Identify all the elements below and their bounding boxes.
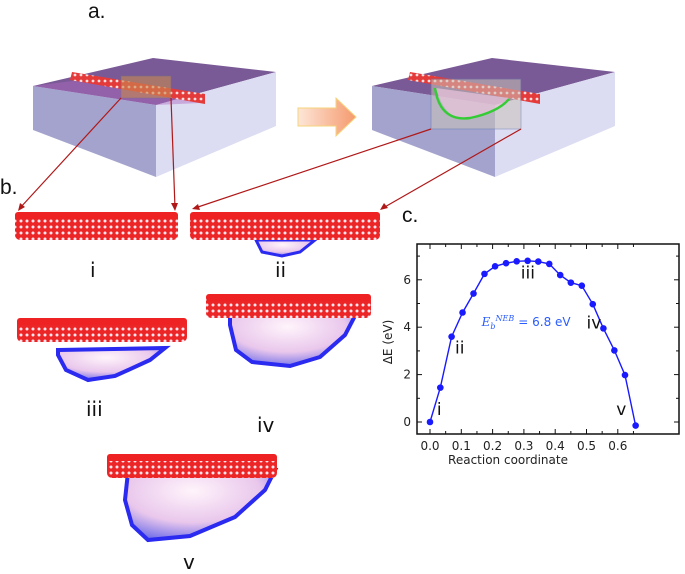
svg-text:i: i (437, 400, 442, 420)
slab-initial (33, 58, 276, 177)
snapshot-iii (17, 318, 187, 383)
right-arrow-icon (297, 96, 357, 138)
svg-text:0.3: 0.3 (514, 439, 533, 453)
energy-curve (429, 260, 637, 426)
svg-text:iii: iii (521, 264, 535, 284)
growth-front-curve (433, 87, 510, 120)
snapshot-i (15, 212, 178, 240)
svg-text:6: 6 (403, 273, 411, 287)
plot-frame (416, 243, 680, 435)
axis-ticks (417, 244, 679, 434)
snapshot-v (107, 454, 279, 543)
snapshot-label-iii: iii (86, 397, 103, 421)
svg-text:0.6: 0.6 (608, 439, 627, 453)
svg-text:EbNEB= 6.8 eV: EbNEB = 6.8 eV (481, 314, 572, 331)
snapshot-label-v: v (183, 550, 195, 574)
panel-a-schematic (18, 58, 615, 211)
snapshot-label-ii: ii (275, 258, 287, 282)
svg-text:0.1: 0.1 (452, 439, 471, 453)
slab-nucleated (372, 58, 615, 177)
panel-label-c: c. (402, 204, 419, 227)
svg-text:ii: ii (455, 338, 464, 358)
svg-text:2: 2 (403, 368, 411, 382)
tick-labels: 0.0 0.1 0.2 0.3 0.4 0.5 0.6 0 2 4 6 (403, 273, 627, 453)
data-points (426, 257, 639, 429)
y-axis-label: ΔE (eV) (381, 320, 395, 365)
snapshot-label-i: i (90, 258, 96, 282)
svg-text:iv: iv (587, 313, 602, 333)
panel-label-a: a. (88, 0, 106, 23)
snapshot-label-iv: iv (257, 413, 275, 437)
svg-text:0.4: 0.4 (546, 439, 565, 453)
svg-text:0.2: 0.2 (483, 439, 502, 453)
svg-text:0.0: 0.0 (420, 439, 439, 453)
snapshot-iv (206, 294, 371, 369)
svg-text:0.5: 0.5 (577, 439, 596, 453)
panel-label-b: b. (0, 176, 18, 199)
snapshot-ii (190, 212, 380, 258)
svg-text:v: v (616, 400, 626, 420)
connector-arrowheads (18, 203, 388, 211)
energy-chart: 0.0 0.1 0.2 0.3 0.4 0.5 0.6 0 2 4 6 Reaction coord… (381, 243, 680, 467)
x-axis-label: Reaction coordinate (448, 453, 568, 467)
svg-text:4: 4 (403, 320, 411, 334)
connector-lines (19, 97, 522, 209)
panel-b-snapshots (15, 212, 380, 543)
svg-text:0: 0 (403, 415, 411, 429)
